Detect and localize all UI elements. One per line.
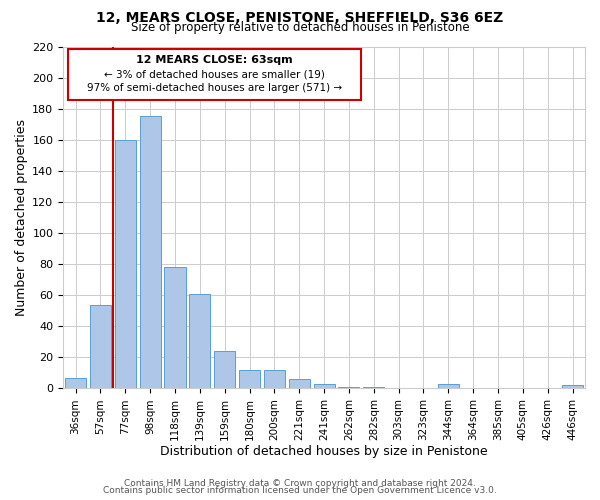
Text: 12 MEARS CLOSE: 63sqm: 12 MEARS CLOSE: 63sqm xyxy=(136,55,293,65)
Bar xyxy=(289,379,310,388)
Bar xyxy=(438,384,459,388)
Bar xyxy=(314,384,335,388)
Bar xyxy=(264,370,285,388)
Bar xyxy=(214,351,235,389)
Text: Contains public sector information licensed under the Open Government Licence v3: Contains public sector information licen… xyxy=(103,486,497,495)
Text: Size of property relative to detached houses in Penistone: Size of property relative to detached ho… xyxy=(131,22,469,35)
Text: ← 3% of detached houses are smaller (19): ← 3% of detached houses are smaller (19) xyxy=(104,69,325,79)
Y-axis label: Number of detached properties: Number of detached properties xyxy=(15,119,28,316)
Text: 12, MEARS CLOSE, PENISTONE, SHEFFIELD, S36 6EZ: 12, MEARS CLOSE, PENISTONE, SHEFFIELD, S… xyxy=(97,12,503,26)
X-axis label: Distribution of detached houses by size in Penistone: Distribution of detached houses by size … xyxy=(160,444,488,458)
Bar xyxy=(115,140,136,388)
Bar xyxy=(164,267,185,388)
Bar xyxy=(189,294,211,388)
Text: 97% of semi-detached houses are larger (571) →: 97% of semi-detached houses are larger (… xyxy=(87,84,342,94)
Bar xyxy=(338,387,359,388)
Bar xyxy=(562,386,583,388)
Bar xyxy=(239,370,260,388)
FancyBboxPatch shape xyxy=(68,49,361,100)
Bar xyxy=(90,304,111,388)
Text: Contains HM Land Registry data © Crown copyright and database right 2024.: Contains HM Land Registry data © Crown c… xyxy=(124,478,476,488)
Bar xyxy=(65,378,86,388)
Bar xyxy=(140,116,161,388)
Bar xyxy=(363,387,385,388)
